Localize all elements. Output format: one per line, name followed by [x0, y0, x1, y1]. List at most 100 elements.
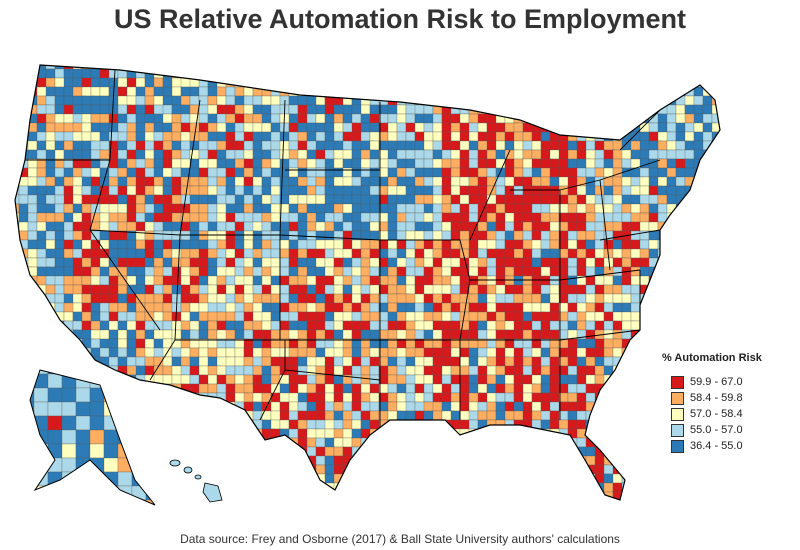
- county-cell: [324, 65, 335, 70]
- county-cell: [253, 501, 266, 510]
- county-cell: [639, 329, 654, 340]
- county-cell: [459, 383, 470, 394]
- county-cell: [153, 86, 164, 97]
- county-cell: [144, 392, 159, 403]
- county-cell: [693, 491, 708, 500]
- county-cell: [603, 194, 614, 205]
- county-cell: [387, 239, 398, 250]
- county-cell: [423, 248, 434, 259]
- county-cell: [198, 149, 209, 160]
- county-cell: [459, 392, 470, 403]
- county-cell: [441, 464, 452, 475]
- county-cell: [693, 311, 704, 322]
- county-cell: [414, 455, 425, 466]
- county-cell: [36, 167, 47, 178]
- county-cell: [477, 491, 488, 500]
- county-cell: [450, 176, 461, 187]
- county-cell: [270, 356, 281, 367]
- county-cell: [711, 302, 720, 313]
- county-cell: [18, 356, 33, 367]
- county-cell: [459, 365, 470, 376]
- county-cell: [288, 68, 303, 79]
- county-cell: [396, 104, 407, 115]
- county-cell: [15, 311, 24, 322]
- county-cell: [513, 158, 524, 169]
- county-cell: [495, 347, 506, 358]
- county-cell: [549, 257, 560, 268]
- county-cell: [666, 65, 681, 70]
- county-cell: [432, 419, 443, 430]
- county-cell: [567, 158, 578, 169]
- county-cell: [189, 455, 200, 466]
- borough-cell: [145, 401, 155, 417]
- county-cell: [639, 383, 650, 394]
- county-cell: [225, 347, 236, 358]
- county-cell: [648, 293, 663, 304]
- county-cell: [216, 455, 227, 466]
- county-cell: [234, 86, 245, 97]
- county-cell: [711, 284, 720, 295]
- county-cell: [567, 383, 578, 394]
- county-cell: [504, 68, 515, 79]
- county-cell: [15, 113, 20, 124]
- county-cell: [468, 149, 479, 160]
- county-cell: [459, 113, 470, 124]
- county-cell: [612, 122, 627, 133]
- legend-title: % Automation Risk: [662, 352, 762, 364]
- county-cell: [532, 501, 541, 510]
- county-cell: [450, 446, 461, 457]
- county-cell: [189, 401, 200, 412]
- county-cell: [324, 311, 335, 322]
- county-cell: [18, 455, 29, 466]
- county-cell: [513, 266, 524, 277]
- county-cell: [144, 410, 159, 421]
- county-cell: [450, 257, 461, 268]
- county-cell: [396, 194, 407, 205]
- county-cell: [234, 68, 249, 79]
- county-cell: [630, 365, 645, 376]
- county-cell: [549, 68, 560, 79]
- county-cell: [36, 455, 51, 466]
- county-cell: [576, 140, 587, 151]
- county-cell: [549, 410, 560, 421]
- county-cell: [549, 464, 564, 475]
- county-cell: [144, 113, 155, 124]
- county-cell: [45, 320, 56, 331]
- county-cell: [540, 212, 551, 223]
- county-cell: [630, 113, 645, 124]
- county-cell: [306, 293, 317, 304]
- county-cell: [531, 158, 542, 169]
- county-cell: [27, 185, 38, 196]
- county-cell: [99, 257, 110, 268]
- county-cell: [252, 257, 263, 268]
- county-cell: [270, 239, 281, 250]
- county-cell: [153, 284, 164, 295]
- county-cell: [387, 122, 398, 133]
- county-cell: [297, 356, 308, 367]
- county-cell: [271, 501, 280, 510]
- county-cell: [423, 158, 434, 169]
- county-cell: [513, 167, 524, 178]
- county-cell: [405, 365, 416, 376]
- county-cell: [657, 149, 668, 160]
- county-cell: [162, 401, 177, 412]
- county-cell: [180, 302, 191, 313]
- county-cell: [603, 77, 614, 88]
- county-cell: [711, 221, 720, 232]
- county-cell: [585, 482, 596, 493]
- borough-cell: [131, 457, 147, 473]
- county-cell: [414, 158, 425, 169]
- county-cell: [108, 401, 119, 412]
- county-cell: [72, 248, 83, 259]
- county-cell: [99, 221, 110, 232]
- county-cell: [405, 221, 416, 232]
- county-cell: [540, 65, 551, 70]
- borough-cell: [160, 444, 174, 458]
- county-cell: [126, 95, 137, 106]
- county-cell: [171, 473, 182, 484]
- county-cell: [423, 374, 434, 385]
- county-cell: [549, 374, 560, 385]
- county-cell: [531, 275, 542, 286]
- county-cell: [351, 68, 362, 79]
- county-cell: [369, 104, 380, 115]
